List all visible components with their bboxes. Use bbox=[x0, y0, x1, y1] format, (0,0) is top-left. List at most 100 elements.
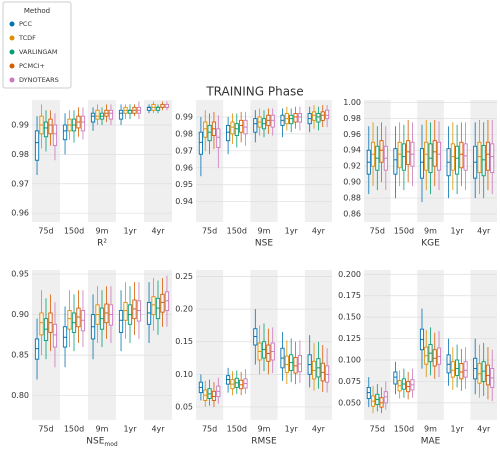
box bbox=[289, 114, 294, 125]
box bbox=[450, 361, 455, 378]
x-tick-label: 4yr bbox=[312, 227, 326, 236]
x-tick-label: 150d bbox=[227, 425, 247, 434]
x-tick-label: 1yr bbox=[451, 425, 465, 434]
box bbox=[52, 124, 58, 147]
legend-marker bbox=[9, 21, 15, 27]
x-tick-label: 1yr bbox=[285, 425, 299, 434]
y-tick-label: 0.125 bbox=[338, 334, 361, 343]
box bbox=[211, 390, 217, 401]
box bbox=[419, 148, 425, 179]
y-tick-label: 0.85 bbox=[11, 351, 29, 360]
box bbox=[459, 362, 464, 380]
x-axis-label-subscript: mod bbox=[104, 441, 118, 448]
box bbox=[270, 114, 275, 128]
box bbox=[379, 140, 384, 163]
legend-frame bbox=[2, 1, 72, 89]
box bbox=[48, 118, 53, 135]
y-tick-label: 0.96 bbox=[175, 163, 193, 172]
x-tick-label: 1yr bbox=[451, 227, 465, 236]
x-tick-label: 9m bbox=[258, 227, 271, 236]
y-tick-label: 1.00 bbox=[343, 98, 361, 107]
box bbox=[198, 131, 203, 155]
box bbox=[406, 140, 411, 166]
box bbox=[320, 111, 325, 121]
y-tick-label: 0.94 bbox=[343, 146, 361, 155]
box bbox=[477, 141, 482, 174]
y-tick-label: 0.80 bbox=[11, 391, 29, 400]
y-tick-label: 0.98 bbox=[343, 114, 361, 123]
box bbox=[203, 121, 208, 138]
box bbox=[52, 323, 58, 348]
y-tick-label: 0.97 bbox=[11, 179, 29, 188]
y-tick-label: 0.98 bbox=[11, 150, 29, 159]
x-tick-label: 1yr bbox=[285, 227, 299, 236]
x-tick-label: 4yr bbox=[477, 227, 491, 236]
box bbox=[455, 145, 460, 175]
box bbox=[485, 141, 491, 171]
box bbox=[297, 113, 302, 123]
x-axis-label: RMSE bbox=[251, 437, 277, 447]
box bbox=[80, 115, 86, 132]
x-axis-label: NSEmod bbox=[86, 437, 118, 449]
y-tick-label: 0.15 bbox=[175, 337, 193, 346]
box bbox=[397, 141, 402, 169]
y-tick-label: 0.95 bbox=[11, 270, 29, 279]
x-tick-label: 9m bbox=[96, 227, 109, 236]
box bbox=[316, 113, 321, 123]
box bbox=[490, 143, 495, 174]
y-tick-label: 0.97 bbox=[175, 146, 193, 155]
box bbox=[95, 109, 100, 120]
y-tick-label: 0.100 bbox=[338, 356, 361, 365]
legend-marker bbox=[9, 35, 15, 41]
legend-label: DYNOTEARS bbox=[19, 76, 59, 84]
box bbox=[34, 130, 40, 161]
x-tick-label: 4yr bbox=[151, 227, 165, 236]
box bbox=[424, 141, 429, 171]
y-tick-label: 0.20 bbox=[175, 305, 193, 314]
x-tick-label: 4yr bbox=[477, 425, 491, 434]
box bbox=[234, 123, 239, 137]
box bbox=[160, 293, 165, 313]
x-tick-label: 4yr bbox=[151, 425, 165, 434]
box bbox=[432, 140, 437, 167]
box bbox=[207, 124, 212, 142]
box bbox=[90, 112, 96, 123]
legend-title: Method bbox=[24, 7, 50, 15]
y-tick-label: 0.99 bbox=[11, 120, 29, 129]
y-tick-label: 0.150 bbox=[338, 313, 361, 322]
box bbox=[151, 296, 156, 316]
x-tick-label: 75d bbox=[38, 227, 53, 236]
box bbox=[118, 310, 124, 333]
y-tick-label: 0.96 bbox=[11, 209, 29, 218]
box bbox=[230, 121, 235, 135]
box bbox=[62, 124, 68, 141]
box bbox=[293, 356, 298, 374]
box bbox=[253, 118, 258, 133]
box bbox=[118, 109, 124, 120]
box bbox=[239, 119, 244, 133]
y-tick-label: 0.86 bbox=[343, 210, 361, 219]
y-tick-label: 0.99 bbox=[175, 112, 193, 121]
x-tick-label: 75d bbox=[370, 227, 385, 236]
box bbox=[293, 113, 298, 123]
box bbox=[123, 301, 128, 321]
legend-marker bbox=[9, 63, 15, 69]
legend-label: PCMCI+ bbox=[19, 62, 45, 70]
box bbox=[463, 143, 468, 171]
x-axis-label: MAE bbox=[421, 437, 441, 447]
y-tick-label: 0.050 bbox=[338, 398, 361, 407]
legend-marker bbox=[9, 49, 15, 55]
x-axis-label: R² bbox=[97, 239, 107, 249]
y-tick-label: 0.05 bbox=[175, 402, 193, 411]
legend-marker bbox=[9, 77, 15, 83]
x-tick-label: 4yr bbox=[312, 425, 326, 434]
x-tick-label: 1yr bbox=[123, 425, 137, 434]
y-tick-label: 0.90 bbox=[343, 178, 361, 187]
x-tick-label: 150d bbox=[64, 227, 84, 236]
box bbox=[108, 109, 114, 120]
box bbox=[216, 128, 221, 148]
y-tick-label: 0.94 bbox=[175, 197, 193, 206]
legend-label: TCDF bbox=[18, 34, 36, 42]
box bbox=[67, 310, 72, 330]
x-tick-label: 9m bbox=[424, 227, 437, 236]
